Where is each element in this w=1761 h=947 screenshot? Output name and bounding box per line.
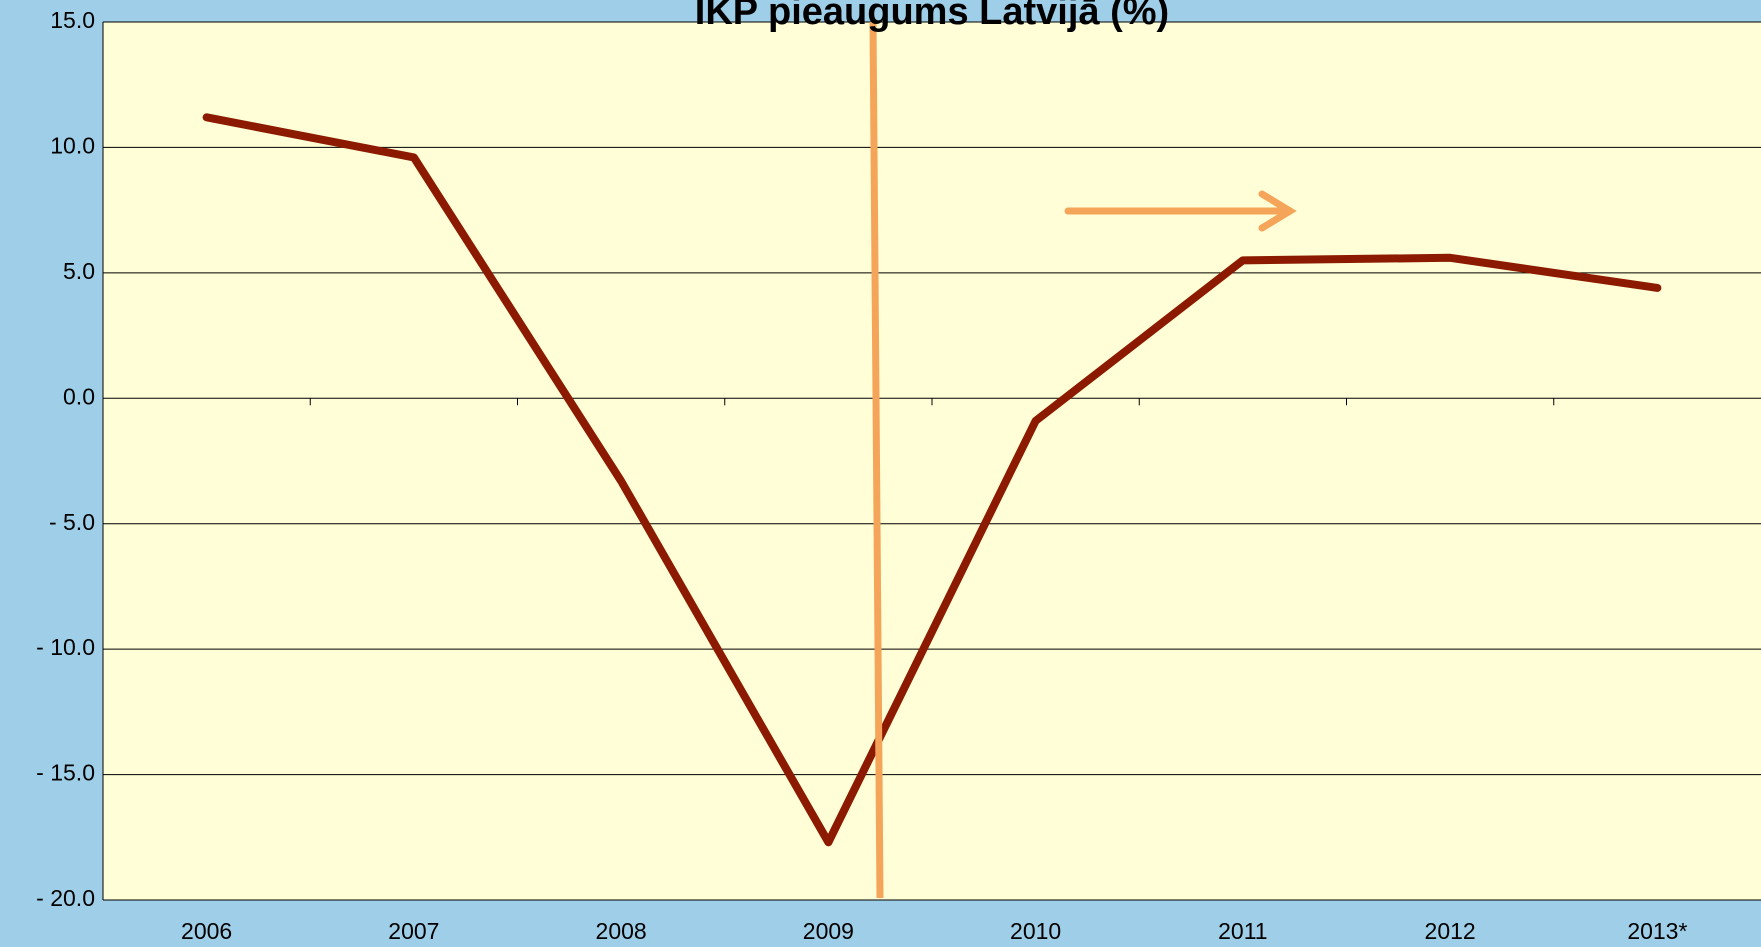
x-tick-label: 2010 — [1010, 918, 1061, 944]
x-tick-label: 2013* — [1627, 918, 1687, 944]
x-tick-label: 2006 — [181, 918, 232, 944]
chart-title: IKP pieaugums Latvijā (%) — [695, 0, 1169, 33]
annotation-line — [869, 21, 884, 899]
x-tick-label: 2007 — [388, 918, 439, 944]
y-tick-label: - 20.0 — [36, 885, 95, 911]
x-tick-label: 2009 — [803, 918, 854, 944]
plot-area — [103, 22, 1761, 900]
y-tick-label: - 5.0 — [49, 509, 95, 535]
data-line — [202, 113, 1662, 847]
x-tick-label: 2012 — [1425, 918, 1476, 944]
y-tick-label: 10.0 — [50, 133, 95, 159]
y-tick-label: 5.0 — [63, 258, 95, 284]
y-tick-label: - 10.0 — [36, 634, 95, 660]
x-tick-label: 2011 — [1218, 918, 1267, 944]
x-tick-label: 2008 — [596, 918, 647, 944]
annotation-arrow — [1064, 190, 1297, 232]
y-tick-label: 15.0 — [50, 7, 95, 33]
y-tick-label: 0.0 — [63, 383, 95, 409]
marks — [202, 113, 1662, 847]
y-tick-label: - 15.0 — [36, 760, 95, 786]
